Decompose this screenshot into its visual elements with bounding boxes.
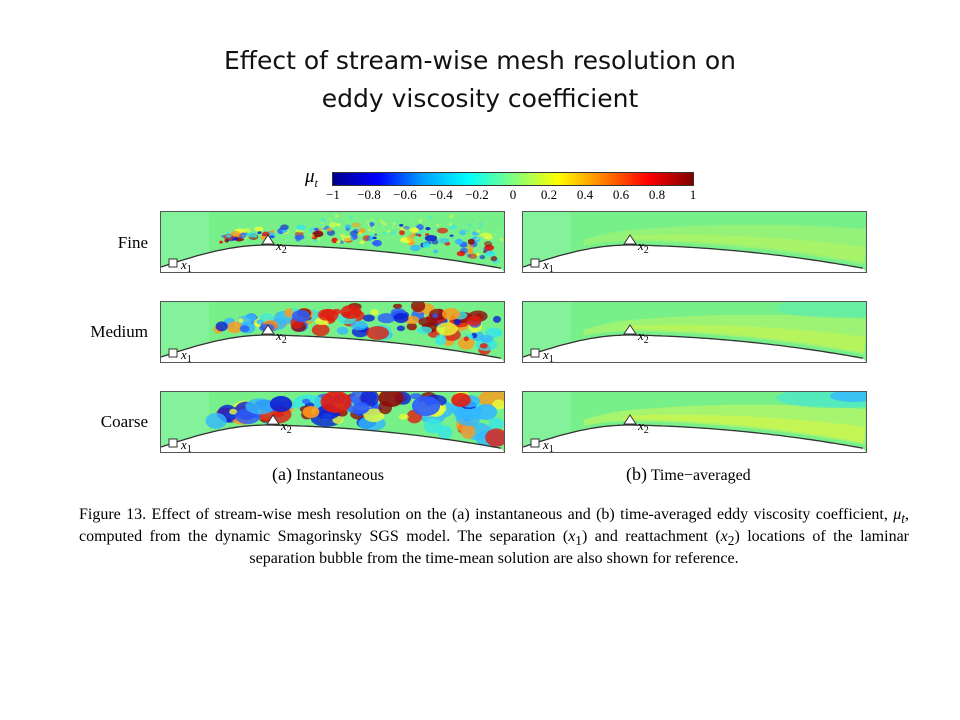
separation-marker-label: x1 <box>180 437 192 452</box>
colorbar-tick: −0.6 <box>393 187 417 202</box>
reattachment-marker-label: x2 <box>637 238 649 256</box>
separation-marker <box>168 258 178 268</box>
separation-marker-label: x1 <box>542 347 554 362</box>
subfigure-b-label: (b) Time−averaged <box>626 464 751 484</box>
flow-field: x1 x2 <box>523 392 866 452</box>
flow-field: x1 x2 <box>523 302 866 362</box>
reattachment-marker-label: x2 <box>637 418 649 436</box>
row-label-fine: Fine <box>117 233 148 252</box>
separation-marker <box>530 438 540 448</box>
colorbar-label: μt <box>305 166 318 190</box>
separation-marker-label: x1 <box>180 347 192 362</box>
panel-fine-instantaneous: x1 x2 <box>160 211 505 273</box>
figure-caption: Figure 13. Effect of stream-wise mesh re… <box>79 506 910 568</box>
flow-field: x1 x2 <box>161 212 504 272</box>
reattachment-marker <box>261 324 275 335</box>
colorbar-tick: 1 <box>689 187 697 202</box>
separation-marker <box>530 348 540 358</box>
reattachment-marker-label: x2 <box>637 328 649 346</box>
reattachment-marker <box>261 234 275 245</box>
row-label-coarse: Coarse <box>100 412 148 431</box>
row-label-medium: Medium <box>90 322 148 341</box>
reattachment-marker-label: x2 <box>275 238 287 256</box>
reattachment-marker <box>623 414 637 425</box>
subfigure-a-label: (a) Instantaneous <box>272 464 384 484</box>
separation-marker-label: x1 <box>180 257 192 272</box>
colorbar-tick: 0.6 <box>612 187 630 202</box>
panel-coarse-time-averaged: x1 x2 <box>522 391 867 453</box>
colorbar-tick: 0 <box>509 187 517 202</box>
colorbar-tick: −0.2 <box>465 187 489 202</box>
flow-field: x1 x2 <box>523 212 866 272</box>
reattachment-marker-label: x2 <box>275 328 287 346</box>
colorbar-tick: 0.8 <box>648 187 666 202</box>
colorbar-tick: −1 <box>326 187 340 202</box>
separation-marker <box>530 258 540 268</box>
flow-field: x1 x2 <box>161 302 504 362</box>
colorbar-tick: 0.4 <box>576 187 594 202</box>
colorbar-gradient <box>332 172 694 186</box>
slide-title-line-2: eddy viscosity coefficient <box>321 84 639 113</box>
separation-marker-label: x1 <box>542 257 554 272</box>
separation-marker <box>168 438 178 448</box>
separation-marker-label: x1 <box>542 437 554 452</box>
reattachment-marker-label: x2 <box>280 418 292 436</box>
separation-marker <box>168 348 178 358</box>
slide-title-line-1: Effect of stream-wise mesh resolution on <box>223 46 737 75</box>
slide-title: Effect of stream-wise mesh resolution on… <box>0 42 960 118</box>
reattachment-marker <box>623 324 637 335</box>
panel-coarse-instantaneous: x1 x2 <box>160 391 505 453</box>
panel-fine-time-averaged: x1 x2 <box>522 211 867 273</box>
flow-field: x1 x2 <box>161 392 504 452</box>
reattachment-marker <box>623 234 637 245</box>
reattachment-marker <box>266 414 280 425</box>
colorbar-tick: −0.4 <box>429 187 453 202</box>
colorbar-tick: −0.8 <box>357 187 381 202</box>
colorbar-tick: 0.2 <box>540 187 558 202</box>
panel-medium-instantaneous: x1 x2 <box>160 301 505 363</box>
panel-medium-time-averaged: x1 x2 <box>522 301 867 363</box>
